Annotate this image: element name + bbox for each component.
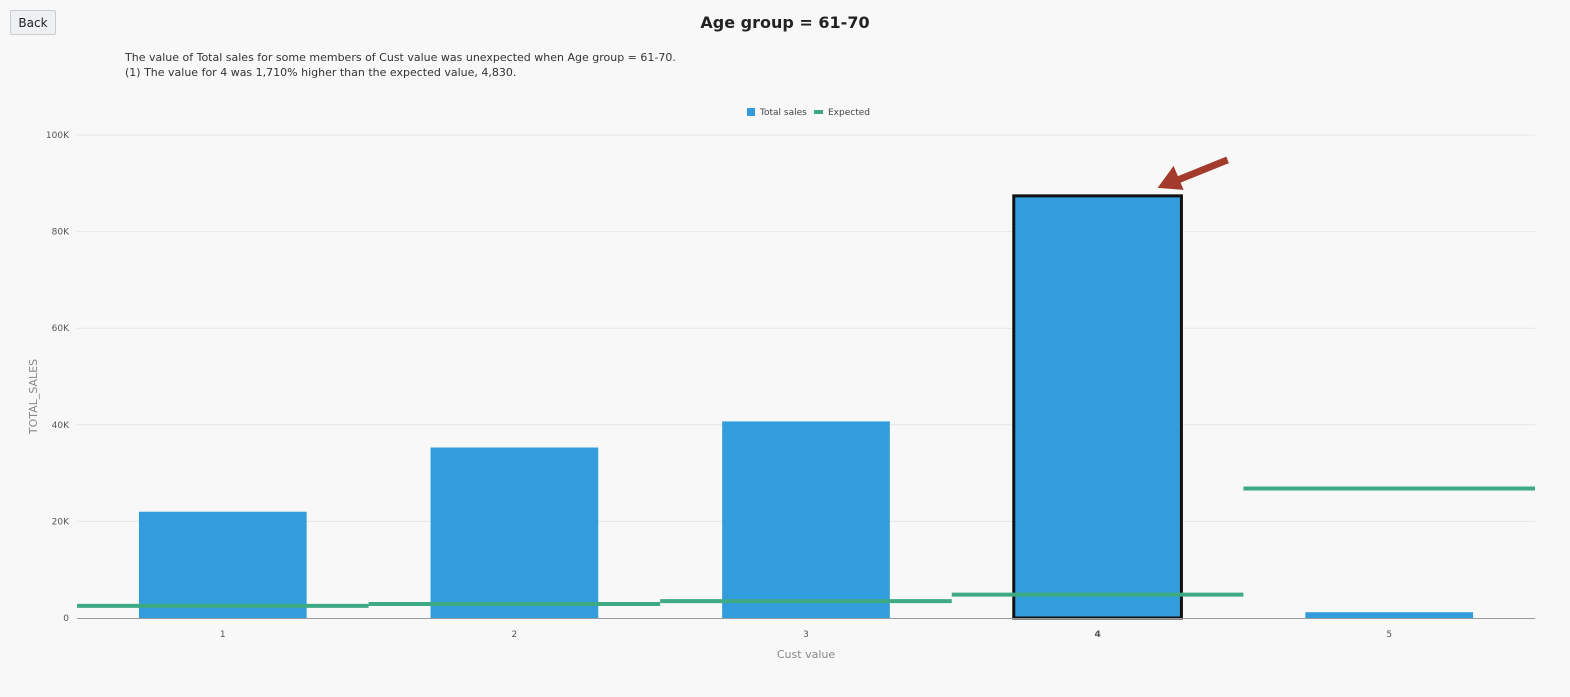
legend-swatch-expected bbox=[814, 110, 823, 114]
x-tick-label: 2 bbox=[512, 630, 518, 640]
x-tick-label: 1 bbox=[220, 630, 226, 640]
x-axis-label: Cust value bbox=[777, 648, 835, 661]
bar bbox=[138, 511, 307, 618]
insight-description: The value of Total sales for some member… bbox=[125, 50, 676, 80]
y-tick-label: 40K bbox=[52, 421, 70, 431]
legend-label-total-sales: Total sales bbox=[759, 108, 807, 118]
y-tick-label: 80K bbox=[52, 228, 70, 238]
y-axis-label: TOTAL_SALES bbox=[27, 359, 40, 435]
y-tick-label: 100K bbox=[46, 131, 70, 141]
x-tick-label: 5 bbox=[1386, 630, 1392, 640]
back-button[interactable]: Back bbox=[10, 10, 56, 35]
y-tick-label: 0 bbox=[63, 614, 69, 624]
page-title: Age group = 61-70 bbox=[700, 13, 870, 32]
bar bbox=[722, 421, 890, 618]
bar bbox=[1305, 612, 1474, 618]
description-line-2: (1) The value for 4 was 1,710% higher th… bbox=[125, 66, 517, 79]
y-tick-label: 60K bbox=[52, 324, 70, 334]
y-tick-label: 20K bbox=[52, 517, 70, 527]
annotation-arrow bbox=[1157, 156, 1229, 190]
description-line-1: The value of Total sales for some member… bbox=[125, 51, 676, 64]
bar-highlighted bbox=[1012, 194, 1183, 620]
bar bbox=[430, 447, 599, 618]
legend-swatch-total-sales bbox=[747, 108, 755, 116]
legend-label-expected: Expected bbox=[828, 108, 870, 118]
x-tick-label: 3 bbox=[803, 630, 809, 640]
x-tick-label: 4 bbox=[1094, 630, 1100, 640]
